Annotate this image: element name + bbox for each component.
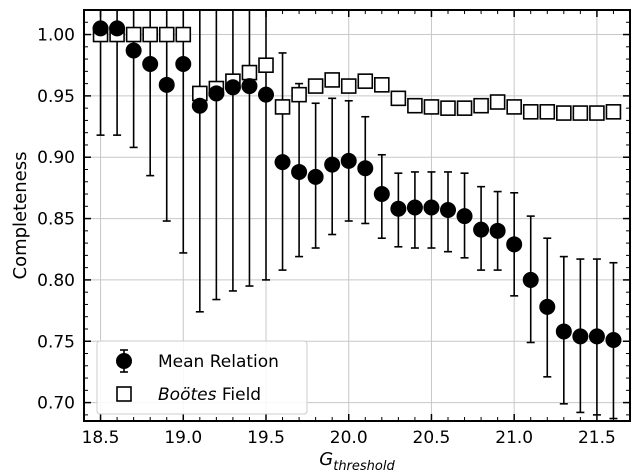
- legend-label-field: Field: [216, 385, 261, 405]
- mean-relation-point: [555, 323, 572, 340]
- y-tick-label: 0.80: [37, 271, 75, 291]
- mean-relation-point: [224, 79, 241, 96]
- mean-relation-point: [605, 332, 622, 349]
- x-tick-label: 19.5: [247, 428, 285, 448]
- legend-box: [96, 340, 308, 415]
- bootes-field-point: [506, 99, 522, 115]
- bootes-field-point: [241, 64, 258, 81]
- axis-ticks: [83, 9, 631, 421]
- legend-open-square-icon: [116, 386, 132, 402]
- mean-relation-point: [291, 163, 308, 180]
- plot-frame: [83, 9, 631, 422]
- bootes-field-point: [473, 97, 489, 114]
- mean-relation-point: [440, 201, 456, 218]
- x-tick-label: 20.5: [413, 428, 451, 448]
- y-tick-label: 0.85: [37, 210, 75, 230]
- bootes-field-point: [407, 97, 423, 114]
- legend-item-bootes-field: Boötes Field: [116, 385, 261, 405]
- x-tick-label: 20.0: [330, 428, 368, 448]
- mean-relation-point: [109, 20, 126, 37]
- x-axis-title: Gthreshold: [319, 449, 395, 473]
- bootes-field-point: [258, 57, 274, 74]
- mean-relation-point: [406, 199, 423, 216]
- y-tick-label: 1.00: [37, 26, 75, 46]
- y-axis-title: Completeness: [10, 152, 31, 280]
- bootes-field-point: [158, 26, 175, 43]
- bootes-field-point: [307, 78, 324, 94]
- bootes-field-point: [456, 100, 473, 116]
- legend-filled-circle-icon: [116, 353, 132, 369]
- mean-relation-point: [274, 154, 291, 171]
- mean-relation-point: [307, 168, 324, 185]
- mean-relation-point: [340, 152, 357, 169]
- bootes-field-point: [539, 104, 556, 120]
- bootes-field-point: [423, 99, 440, 115]
- mean-relation-point: [506, 236, 523, 253]
- bootes-field-point: [357, 73, 374, 89]
- x-axis-title-main: G: [319, 449, 333, 470]
- y-tick-label: 0.70: [37, 394, 75, 414]
- bootes-field-point: [489, 94, 506, 110]
- x-tick-label: 21.5: [578, 428, 616, 448]
- bootes-field-point: [125, 26, 142, 43]
- bootes-field-point: [274, 99, 291, 115]
- bootes-field-point: [324, 72, 340, 88]
- bootes-field-point: [291, 86, 307, 103]
- y-tick-label: 0.95: [37, 87, 75, 107]
- mean-relation-point: [373, 186, 390, 203]
- y-tick-label: 0.90: [37, 148, 75, 168]
- legend-label-bootes-italic: Boötes: [158, 385, 217, 405]
- mean-relation-point: [175, 55, 192, 72]
- x-axis-title-subscript: threshold: [333, 459, 395, 473]
- mean-relation-point: [456, 208, 473, 225]
- bootes-field-point: [572, 105, 589, 121]
- mean-relation-point: [522, 271, 539, 288]
- mean-relation-point: [142, 55, 159, 72]
- mean-relation-point: [390, 200, 407, 217]
- mean-relation-point: [158, 76, 175, 93]
- x-tick-label: 19.0: [164, 428, 202, 448]
- bootes-field-point: [556, 105, 572, 121]
- bootes-field-point: [374, 77, 390, 93]
- mean-relation-point: [258, 86, 274, 103]
- x-tick-labels: 18.5 19.0 19.5 20.0 20.5 21.0 21.5: [82, 428, 616, 448]
- x-tick-label: 18.5: [82, 428, 120, 448]
- mean-relation-point: [92, 20, 109, 37]
- bootes-field-point: [175, 26, 192, 43]
- mean-relation-point: [241, 78, 258, 95]
- legend-label-bootes-field: Boötes Field: [158, 385, 261, 405]
- bootes-field-series: [92, 26, 622, 121]
- bootes-field-point: [340, 78, 357, 94]
- y-tick-labels: 0.70 0.75 0.80 0.85 0.90 0.95 1.00: [37, 26, 75, 414]
- mean-relation-point: [588, 328, 605, 345]
- mean-relation-point: [357, 160, 374, 177]
- mean-relation-point: [489, 222, 506, 239]
- mean-relation-point: [125, 42, 142, 59]
- legend-label-mean-relation: Mean Relation: [158, 352, 279, 372]
- mean-relation-point: [191, 97, 208, 114]
- mean-relation-point: [324, 156, 341, 173]
- mean-relation-point: [473, 221, 490, 238]
- mean-relation-series: [92, 20, 622, 349]
- bootes-field-point: [522, 104, 539, 120]
- y-tick-label: 0.75: [37, 332, 75, 352]
- bootes-field-point: [390, 90, 407, 107]
- bootes-field-point: [142, 26, 158, 43]
- mean-relation-point: [572, 328, 589, 345]
- x-tick-label: 21.0: [495, 428, 533, 448]
- mean-relation-point: [208, 85, 225, 102]
- bootes-field-point: [440, 100, 456, 116]
- legend: Mean Relation Boötes Field: [96, 340, 308, 415]
- mean-relation-point: [423, 199, 440, 216]
- mean-relation-point: [539, 298, 556, 315]
- bootes-field-point: [605, 104, 622, 120]
- bootes-field-point: [589, 105, 605, 121]
- legend-item-mean-relation: Mean Relation: [116, 349, 279, 373]
